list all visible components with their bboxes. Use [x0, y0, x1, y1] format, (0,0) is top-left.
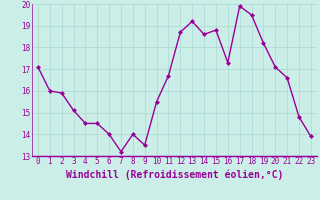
X-axis label: Windchill (Refroidissement éolien,°C): Windchill (Refroidissement éolien,°C) [66, 169, 283, 180]
